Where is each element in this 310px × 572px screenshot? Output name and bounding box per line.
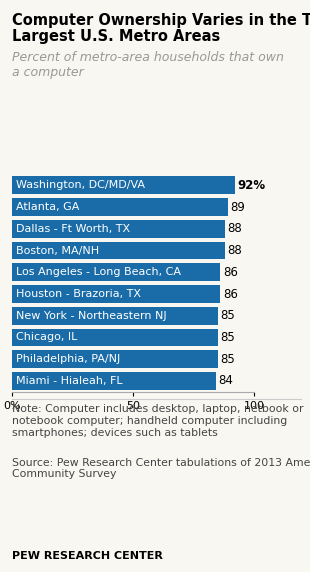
Text: 89: 89 [230, 201, 245, 213]
Bar [12, 372, 215, 390]
Text: 85: 85 [220, 309, 235, 322]
Text: Atlanta, GA: Atlanta, GA [16, 202, 79, 212]
Text: Computer Ownership Varies in the Ten: Computer Ownership Varies in the Ten [12, 13, 310, 27]
Text: 88: 88 [228, 223, 242, 235]
Text: Washington, DC/MD/VA: Washington, DC/MD/VA [16, 180, 145, 190]
Bar [12, 241, 225, 260]
Text: 86: 86 [223, 266, 238, 279]
Bar [12, 285, 220, 303]
Text: 84: 84 [218, 375, 233, 387]
Bar [12, 350, 218, 368]
Text: 88: 88 [228, 244, 242, 257]
Text: Dallas - Ft Worth, TX: Dallas - Ft Worth, TX [16, 224, 130, 234]
Text: Houston - Brazoria, TX: Houston - Brazoria, TX [16, 289, 141, 299]
Text: Source: Pew Research Center tabulations of 2013 American
Community Survey: Source: Pew Research Center tabulations … [12, 458, 310, 479]
Text: 86: 86 [223, 288, 238, 300]
Text: 92%: 92% [237, 179, 265, 192]
Bar [12, 263, 220, 281]
Bar [12, 328, 218, 347]
Bar [12, 176, 235, 194]
Text: Philadelphia, PA/NJ: Philadelphia, PA/NJ [16, 354, 120, 364]
Bar [12, 307, 218, 325]
Text: Miami - Hialeah, FL: Miami - Hialeah, FL [16, 376, 123, 386]
Text: Note: Computer includes desktop, laptop, netbook or
notebook computer; handheld : Note: Computer includes desktop, laptop,… [12, 404, 304, 438]
Text: 85: 85 [220, 353, 235, 366]
Text: Largest U.S. Metro Areas: Largest U.S. Metro Areas [12, 29, 221, 43]
Text: Boston, MA/NH: Boston, MA/NH [16, 245, 99, 256]
Text: Chicago, IL: Chicago, IL [16, 332, 78, 343]
Text: Percent of metro-area households that own
a computer: Percent of metro-area households that ow… [12, 51, 284, 80]
Bar [12, 220, 225, 238]
Text: 85: 85 [220, 331, 235, 344]
Text: New York - Northeastern NJ: New York - Northeastern NJ [16, 311, 167, 321]
Text: PEW RESEARCH CENTER: PEW RESEARCH CENTER [12, 551, 163, 561]
Text: Los Angeles - Long Beach, CA: Los Angeles - Long Beach, CA [16, 267, 181, 277]
Bar [12, 198, 228, 216]
